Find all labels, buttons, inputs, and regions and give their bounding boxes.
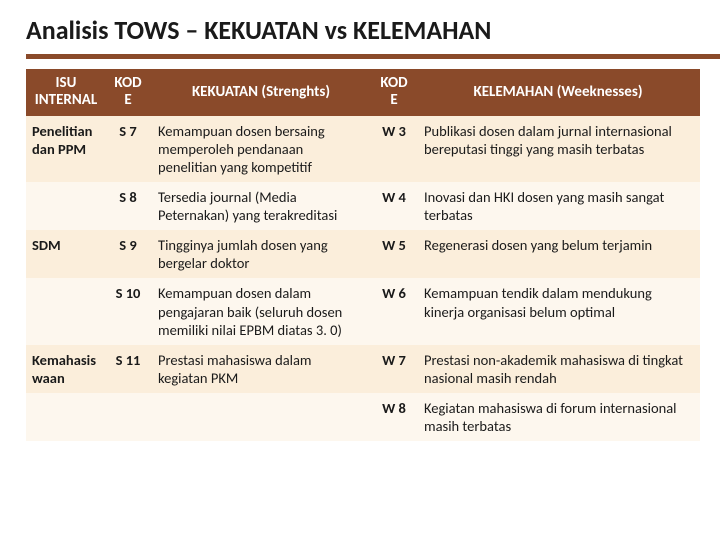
cell-wcode: W 3	[372, 116, 416, 182]
title-underline	[26, 54, 720, 59]
table-row: W 8 Kegiatan mahasiswa di forum internas…	[26, 393, 700, 441]
header-code-w: KOD E	[372, 69, 416, 116]
cell-wcode: W 8	[372, 393, 416, 441]
table-header-row: ISU INTERNAL KOD E KEKUATAN (Strenghts) …	[26, 69, 700, 116]
cell-weakness: Kegiatan mahasiswa di forum internasiona…	[416, 393, 700, 441]
cell-strength	[150, 393, 372, 441]
cell-scode	[106, 393, 150, 441]
cell-wcode: W 7	[372, 345, 416, 393]
cell-issue	[26, 182, 106, 230]
table-row: Penelitian dan PPM S 7 Kemampuan dosen b…	[26, 116, 700, 182]
cell-scode: S 9	[106, 230, 150, 278]
cell-issue: SDM	[26, 230, 106, 278]
cell-strength: Prestasi mahasiswa dalam kegiatan PKM	[150, 345, 372, 393]
table-row: S 8 Tersedia journal (Media Peternakan) …	[26, 182, 700, 230]
cell-strength: Kemampuan dosen dalam pengajaran baik (s…	[150, 278, 372, 344]
cell-issue	[26, 393, 106, 441]
header-strength: KEKUATAN (Strenghts)	[150, 69, 372, 116]
cell-weakness: Prestasi non-akademik mahasiswa di tingk…	[416, 345, 700, 393]
cell-weakness: Kemampuan tendik dalam mendukung kinerja…	[416, 278, 700, 344]
header-weakness: KELEMAHAN (Weeknesses)	[416, 69, 700, 116]
tows-table: ISU INTERNAL KOD E KEKUATAN (Strenghts) …	[26, 69, 700, 441]
cell-wcode: W 4	[372, 182, 416, 230]
table-row: Kemahasis waan S 11 Prestasi mahasiswa d…	[26, 345, 700, 393]
cell-scode: S 11	[106, 345, 150, 393]
cell-strength: Tingginya jumlah dosen yang bergelar dok…	[150, 230, 372, 278]
cell-issue: Penelitian dan PPM	[26, 116, 106, 182]
header-code-s: KOD E	[106, 69, 150, 116]
cell-scode: S 8	[106, 182, 150, 230]
table-row: S 10 Kemampuan dosen dalam pengajaran ba…	[26, 278, 700, 344]
cell-strength: Kemampuan dosen bersaing memperoleh pend…	[150, 116, 372, 182]
cell-wcode: W 6	[372, 278, 416, 344]
cell-weakness: Inovasi dan HKI dosen yang masih sangat …	[416, 182, 700, 230]
cell-weakness: Publikasi dosen dalam jurnal internasion…	[416, 116, 700, 182]
header-issue: ISU INTERNAL	[26, 69, 106, 116]
cell-scode: S 7	[106, 116, 150, 182]
table-row: SDM S 9 Tingginya jumlah dosen yang berg…	[26, 230, 700, 278]
slide-title: Analisis TOWS – KEKUATAN vs KELEMAHAN	[0, 0, 720, 54]
cell-issue	[26, 278, 106, 344]
cell-wcode: W 5	[372, 230, 416, 278]
cell-scode: S 10	[106, 278, 150, 344]
cell-weakness: Regenerasi dosen yang belum terjamin	[416, 230, 700, 278]
cell-strength: Tersedia journal (Media Peternakan) yang…	[150, 182, 372, 230]
cell-issue: Kemahasis waan	[26, 345, 106, 393]
